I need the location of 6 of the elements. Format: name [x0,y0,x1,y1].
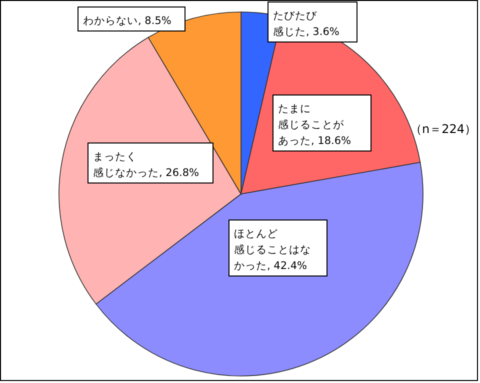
slice-label: たまに感じることがあった, 18.6% [278,103,352,147]
text: （n＝224） [410,122,477,136]
slice-label: まったく感じなかった, 26.8% [93,151,200,179]
slice-label: たびたび感じた, 3.6% [273,10,340,38]
slice-label: ほとんど感じることはなかった, 42.4% [234,228,311,272]
slice-label: わからない, 8.5% [83,15,172,27]
